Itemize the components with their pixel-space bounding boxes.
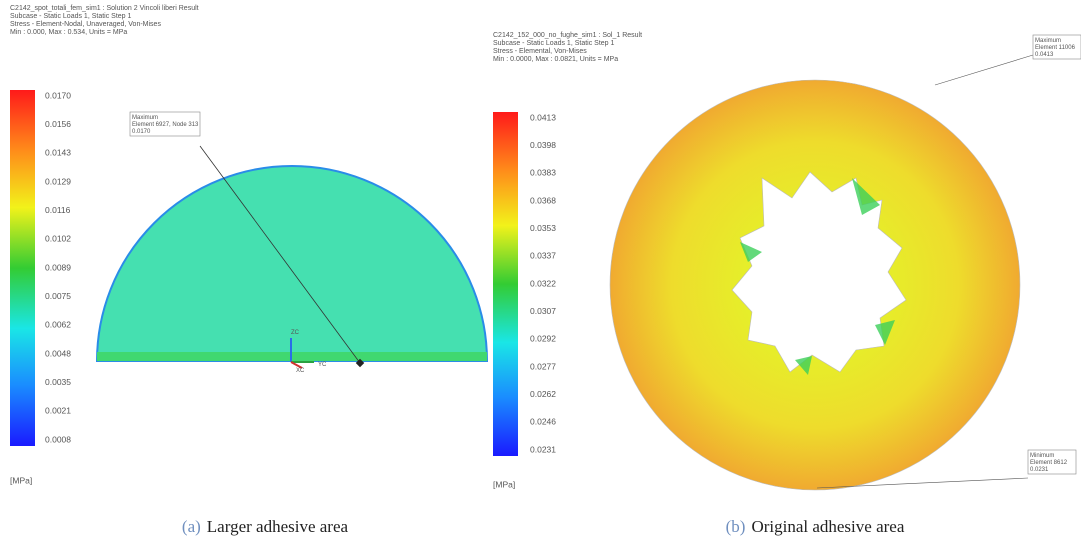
legend-label: 0.0398 <box>530 140 556 150</box>
legend-label: 0.0307 <box>530 306 556 316</box>
legend-label: 0.0089 <box>45 262 71 272</box>
figure: C2142_spot_totali_fem_sim1 : Solution 2 … <box>0 0 1081 546</box>
leader-line <box>935 55 1033 85</box>
caption-label: (b) <box>726 517 746 536</box>
legend-unit: [MPa] <box>10 475 32 485</box>
annotation-line: 0.0231 <box>1030 467 1049 473</box>
caption-label: (a) <box>182 517 201 536</box>
caption: (b) Original adhesive area <box>726 517 905 536</box>
legend-label: 0.0368 <box>530 195 556 205</box>
legend-label: 0.0170 <box>45 90 71 100</box>
legend-unit: [MPa] <box>493 479 515 489</box>
legend-label: 0.0246 <box>530 417 556 427</box>
legend-label: 0.0383 <box>530 168 556 178</box>
axis-label: YC <box>318 362 327 368</box>
legend-label: 0.0129 <box>45 176 71 186</box>
legend-label: 0.0062 <box>45 320 71 330</box>
legend-label: 0.0075 <box>45 291 71 301</box>
legend-label: 0.0322 <box>530 278 556 288</box>
annotation-line: 0.0170 <box>132 129 151 135</box>
legend-label: 0.0156 <box>45 119 71 129</box>
legend-label: 0.0413 <box>530 112 556 122</box>
legend-label: 0.0231 <box>530 444 556 454</box>
header-line: C2142_spot_totali_fem_sim1 : Solution 2 … <box>10 5 199 12</box>
annotation-line: Element 6927, Node 313 <box>132 122 199 128</box>
legend-label: 0.0277 <box>530 361 556 371</box>
legend-label: 0.0035 <box>45 377 71 387</box>
color-bar <box>493 112 518 456</box>
caption: (a) Larger adhesive area <box>182 517 349 536</box>
legend-label: 0.0008 <box>45 434 71 444</box>
caption-text: Larger adhesive area <box>207 517 349 536</box>
legend-label: 0.0353 <box>530 223 556 233</box>
annotation-line: 0.0413 <box>1035 52 1054 58</box>
header-line: Stress - Element-Nodal, Unaveraged, Von-… <box>10 21 161 28</box>
header-line: Stress - Elemental, Von-Mises <box>493 48 587 55</box>
header-line: C2142_152_000_no_fughe_sim1 : Sol_1 Resu… <box>493 32 642 39</box>
legend-label: 0.0337 <box>530 251 556 261</box>
legend-label: 0.0048 <box>45 348 71 358</box>
header-line: Subcase - Static Loads 1, Static Step 1 <box>493 40 615 47</box>
color-bar <box>10 90 35 446</box>
legend-label: 0.0292 <box>530 334 556 344</box>
legend-label: 0.0262 <box>530 389 556 399</box>
legend-label: 0.0143 <box>45 148 71 158</box>
legend-label: 0.0116 <box>45 205 71 215</box>
caption-text: Original adhesive area <box>751 517 904 536</box>
header-line: Min : 0.000, Max : 0.534, Units = MPa <box>10 29 127 36</box>
legend-label: 0.0021 <box>45 406 71 416</box>
annotation-line: Minimum <box>1030 453 1054 459</box>
annotation-line: Maximum <box>132 115 158 121</box>
model-ring <box>610 80 1020 490</box>
annotation-line: Maximum <box>1035 38 1061 44</box>
annotation-line: Element 11006 <box>1035 45 1076 51</box>
header-line: Subcase - Static Loads 1, Static Step 1 <box>10 13 132 20</box>
header-line: Min : 0.0000, Max : 0.0821, Units = MPa <box>493 56 618 63</box>
axis-label: ZC <box>291 330 300 336</box>
legend-label: 0.0102 <box>45 234 71 244</box>
axis-label: XC <box>296 368 305 374</box>
annotation-line: Element 8612 <box>1030 460 1068 466</box>
